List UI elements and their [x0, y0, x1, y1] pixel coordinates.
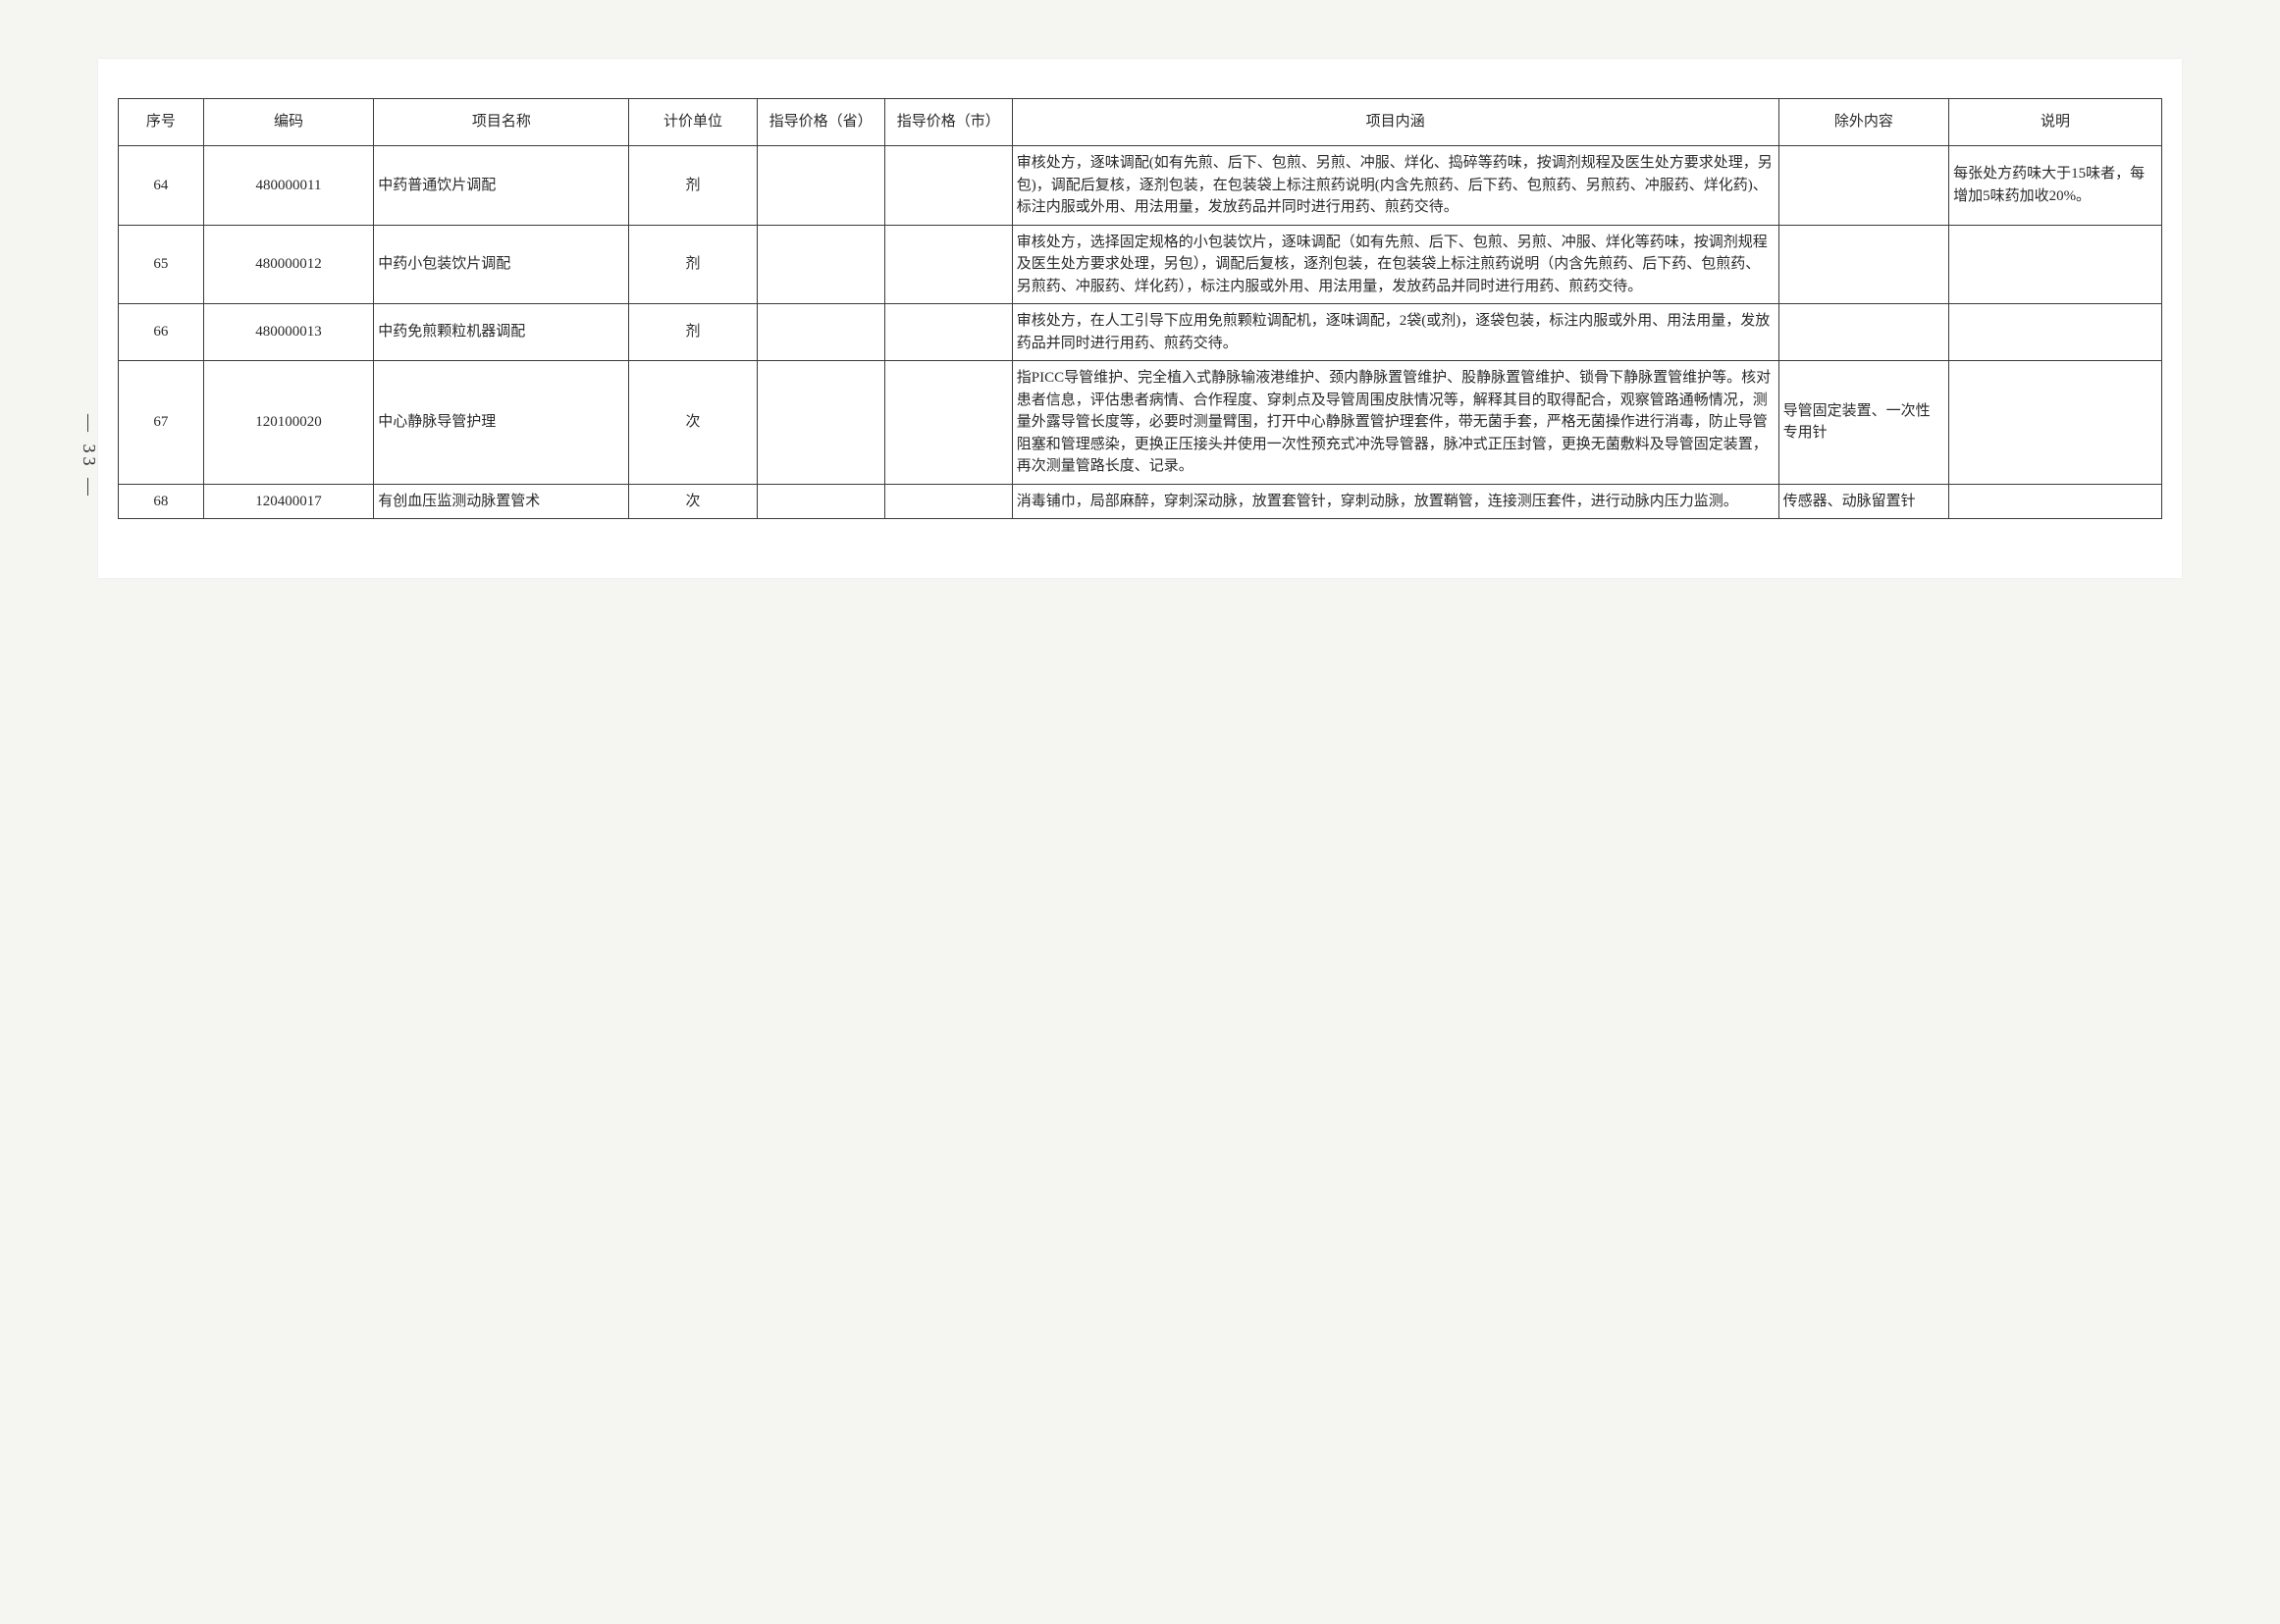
cell-seq: 68: [119, 484, 204, 519]
cell-unit: 剂: [629, 225, 757, 304]
cell-price-city: [884, 225, 1012, 304]
cell-description: 审核处方，逐味调配(如有先煎、后下、包煎、另煎、冲服、烊化、捣碎等药味，按调剂规…: [1012, 146, 1778, 226]
cell-price-city: [884, 146, 1012, 226]
table-body: 64 480000011 中药普通饮片调配 剂 审核处方，逐味调配(如有先煎、后…: [119, 146, 2162, 519]
header-unit: 计价单位: [629, 99, 757, 146]
table-row: 64 480000011 中药普通饮片调配 剂 审核处方，逐味调配(如有先煎、后…: [119, 146, 2162, 226]
pricing-table: 序号 编码 项目名称 计价单位 指导价格（省） 指导价格（市） 项目内涵 除外内…: [118, 98, 2162, 519]
cell-name: 中药小包装饮片调配: [374, 225, 629, 304]
cell-code: 120100020: [203, 361, 373, 485]
table-row: 66 480000013 中药免煎颗粒机器调配 剂 审核处方，在人工引导下应用免…: [119, 304, 2162, 361]
cell-unit: 次: [629, 484, 757, 519]
table-row: 65 480000012 中药小包装饮片调配 剂 审核处方，选择固定规格的小包装…: [119, 225, 2162, 304]
cell-note: [1949, 304, 2162, 361]
cell-seq: 64: [119, 146, 204, 226]
table-header-row: 序号 编码 项目名称 计价单位 指导价格（省） 指导价格（市） 项目内涵 除外内…: [119, 99, 2162, 146]
cell-name: 中心静脉导管护理: [374, 361, 629, 485]
table-row: 67 120100020 中心静脉导管护理 次 指PICC导管维护、完全植入式静…: [119, 361, 2162, 485]
header-note: 说明: [1949, 99, 2162, 146]
header-price-city: 指导价格（市）: [884, 99, 1012, 146]
cell-name: 有创血压监测动脉置管术: [374, 484, 629, 519]
cell-exclude: [1778, 304, 1948, 361]
cell-description: 审核处方，在人工引导下应用免煎颗粒调配机，逐味调配，2袋(或剂)，逐袋包装，标注…: [1012, 304, 1778, 361]
cell-exclude: [1778, 225, 1948, 304]
cell-price-city: [884, 484, 1012, 519]
header-seq: 序号: [119, 99, 204, 146]
page-number: — 33 —: [79, 414, 99, 499]
cell-exclude: [1778, 146, 1948, 226]
cell-price-province: [757, 361, 884, 485]
cell-note: [1949, 225, 2162, 304]
cell-price-province: [757, 225, 884, 304]
cell-unit: 剂: [629, 146, 757, 226]
cell-name: 中药普通饮片调配: [374, 146, 629, 226]
cell-price-city: [884, 361, 1012, 485]
cell-note: [1949, 361, 2162, 485]
cell-price-province: [757, 146, 884, 226]
cell-description: 审核处方，选择固定规格的小包装饮片，逐味调配（如有先煎、后下、包煎、另煎、冲服、…: [1012, 225, 1778, 304]
cell-code: 480000013: [203, 304, 373, 361]
cell-price-province: [757, 484, 884, 519]
cell-exclude: 传感器、动脉留置针: [1778, 484, 1948, 519]
cell-name: 中药免煎颗粒机器调配: [374, 304, 629, 361]
cell-price-province: [757, 304, 884, 361]
cell-code: 480000012: [203, 225, 373, 304]
cell-seq: 65: [119, 225, 204, 304]
header-exclude: 除外内容: [1778, 99, 1948, 146]
header-description: 项目内涵: [1012, 99, 1778, 146]
cell-description: 消毒铺巾，局部麻醉，穿刺深动脉，放置套管针，穿刺动脉，放置鞘管，连接测压套件，进…: [1012, 484, 1778, 519]
cell-seq: 66: [119, 304, 204, 361]
cell-description: 指PICC导管维护、完全植入式静脉输液港维护、颈内静脉置管维护、股静脉置管维护、…: [1012, 361, 1778, 485]
cell-price-city: [884, 304, 1012, 361]
header-price-province: 指导价格（省）: [757, 99, 884, 146]
cell-exclude: 导管固定装置、一次性专用针: [1778, 361, 1948, 485]
cell-code: 480000011: [203, 146, 373, 226]
header-code: 编码: [203, 99, 373, 146]
cell-code: 120400017: [203, 484, 373, 519]
page-container: 序号 编码 项目名称 计价单位 指导价格（省） 指导价格（市） 项目内涵 除外内…: [98, 59, 2182, 578]
cell-note: 每张处方药味大于15味者，每增加5味药加收20%。: [1949, 146, 2162, 226]
cell-note: [1949, 484, 2162, 519]
cell-unit: 次: [629, 361, 757, 485]
cell-unit: 剂: [629, 304, 757, 361]
header-name: 项目名称: [374, 99, 629, 146]
table-row: 68 120400017 有创血压监测动脉置管术 次 消毒铺巾，局部麻醉，穿刺深…: [119, 484, 2162, 519]
cell-seq: 67: [119, 361, 204, 485]
